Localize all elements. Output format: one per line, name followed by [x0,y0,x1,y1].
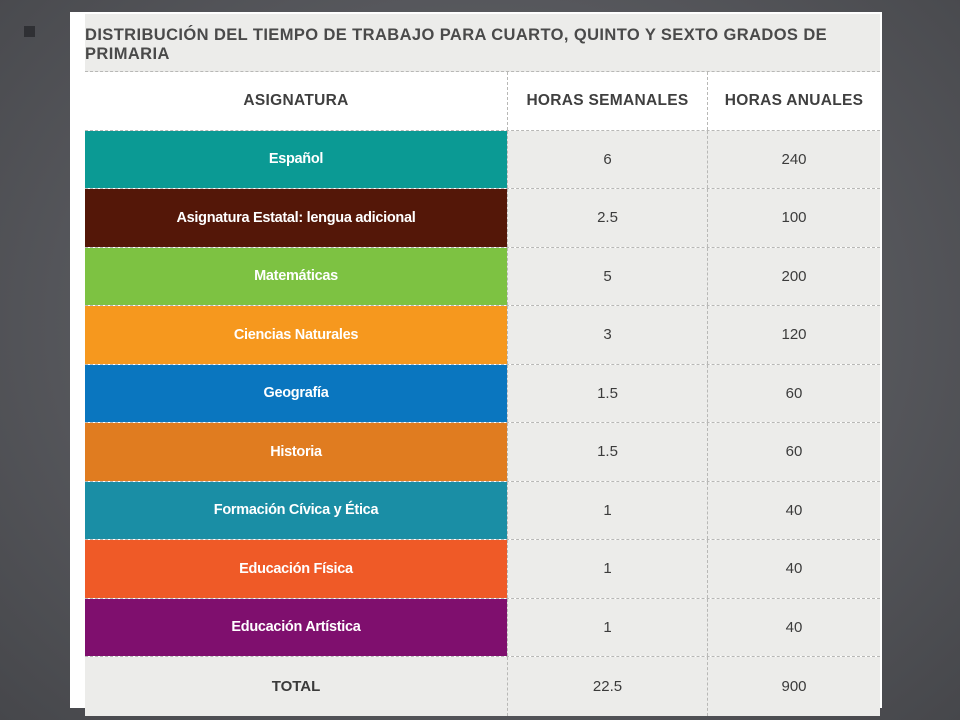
total-label: TOTAL [85,657,507,716]
table-row: Educación Artística 1 40 [85,598,880,657]
subject-cell: Educación Artística [85,598,507,656]
subject-cell: Formación Cívica y Ética [85,481,507,539]
weekly-hours-cell: 1.5 [507,364,707,422]
weekly-hours-cell: 1 [507,598,707,656]
weekly-hours-cell: 1 [507,540,707,598]
table-total-row: TOTAL 22.5 900 [85,657,880,716]
weekly-hours-cell: 6 [507,130,707,188]
subject-cell: Ciencias Naturales [85,306,507,364]
annual-hours-cell: 240 [707,130,880,188]
subject-cell: Matemáticas [85,247,507,305]
table-row: Español 6 240 [85,130,880,189]
subject-cell: Educación Física [85,540,507,598]
subject-cell: Español [85,130,507,188]
annual-hours-cell: 100 [707,189,880,247]
table-title: DISTRIBUCIÓN DEL TIEMPO DE TRABAJO PARA … [85,14,880,72]
header-horas-anuales: HORAS ANUALES [707,72,880,130]
weekly-hours-cell: 1 [507,481,707,539]
table-row: Formación Cívica y Ética 1 40 [85,481,880,540]
annual-hours-cell: 60 [707,423,880,481]
annual-hours-cell: 40 [707,540,880,598]
header-asignatura: ASIGNATURA [243,91,349,109]
table-row: Matemáticas 5 200 [85,247,880,306]
total-weekly-hours: 22.5 [507,657,707,716]
weekly-hours-cell: 3 [507,306,707,364]
table-row: Geografía 1.5 60 [85,364,880,423]
table-inner: DISTRIBUCIÓN DEL TIEMPO DE TRABAJO PARA … [85,14,880,716]
subject-cell: Historia [85,423,507,481]
table-row: Educación Física 1 40 [85,540,880,599]
annual-hours-cell: 60 [707,364,880,422]
weekly-hours-cell: 5 [507,247,707,305]
slide-bullet-icon [24,26,35,37]
subject-cell: Asignatura Estatal: lengua adicional [85,189,507,247]
annual-hours-cell: 200 [707,247,880,305]
total-annual-hours: 900 [707,657,880,716]
weekly-hours-cell: 2.5 [507,189,707,247]
subject-cell: Geografía [85,364,507,422]
table-row: Ciencias Naturales 3 120 [85,306,880,365]
annual-hours-cell: 120 [707,306,880,364]
annual-hours-cell: 40 [707,598,880,656]
header-horas-semanales: HORAS SEMANALES [507,72,707,130]
table-row: Historia 1.5 60 [85,423,880,482]
time-distribution-table: DISTRIBUCIÓN DEL TIEMPO DE TRABAJO PARA … [70,12,882,716]
table-header-row: ASIGNATURA HORAS SEMANALES HORAS ANUALES [85,72,880,131]
table-row: Asignatura Estatal: lengua adicional 2.5… [85,189,880,248]
annual-hours-cell: 40 [707,481,880,539]
weekly-hours-cell: 1.5 [507,423,707,481]
